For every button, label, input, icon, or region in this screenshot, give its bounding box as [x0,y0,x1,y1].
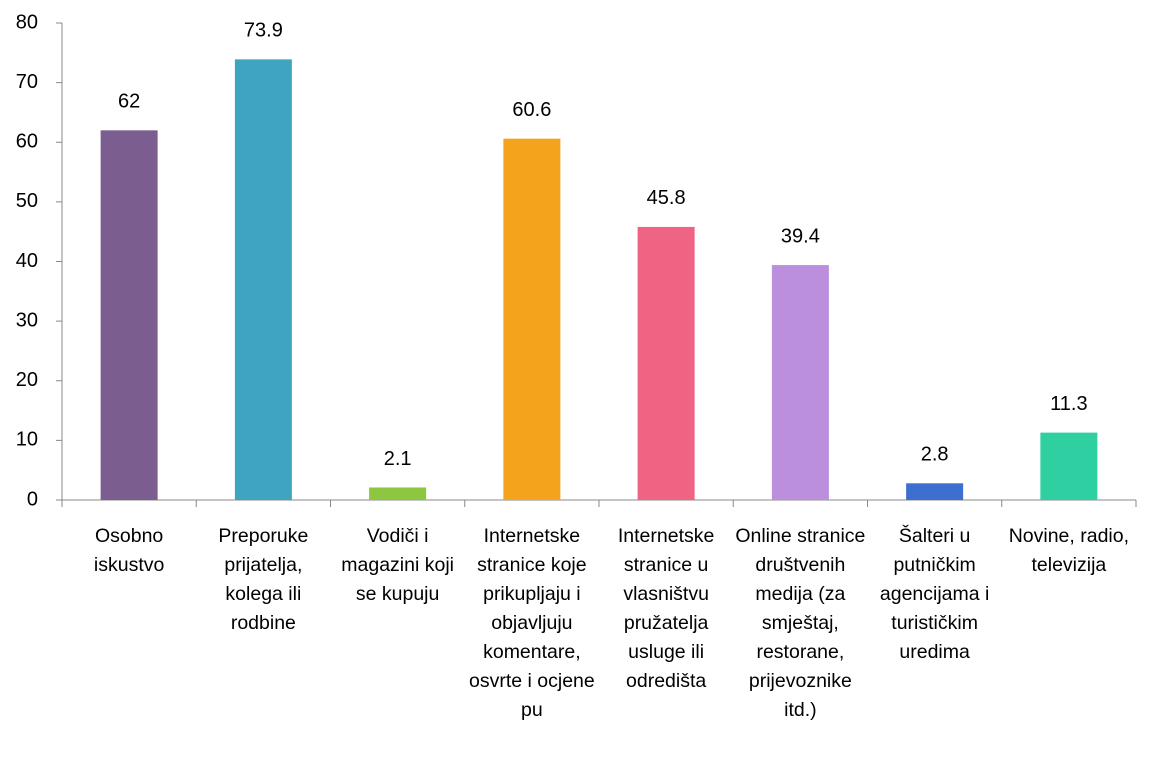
bar [637,226,695,501]
x-tick-label: Online stranice društvenih medija (za sm… [735,525,866,721]
data-label: 62 [118,91,140,113]
bar [100,130,158,500]
y-tick-label: 20 [16,369,38,391]
y-tick-label: 50 [16,190,38,212]
y-tick-label: 10 [16,429,38,451]
data-label: 45.8 [647,187,686,209]
bar [369,487,427,500]
data-label: 2.1 [384,448,412,470]
bar [234,59,292,501]
x-tick-label: Osobno iskustvo [93,525,165,576]
y-tick-label: 80 [16,11,38,33]
x-tick-label: Šalteri u putničkim agencijama i turisti… [879,525,990,663]
y-tick-label: 70 [16,71,38,93]
bar [771,265,829,500]
x-tick-label: Preporuke prijatelja, kolega ili rodbine [218,525,309,634]
y-tick-label: 60 [16,131,38,153]
y-tick-label: 0 [27,488,38,510]
data-label: 73.9 [244,20,283,42]
data-label: 39.4 [781,225,820,247]
data-label: 2.8 [921,444,949,466]
bar [1040,432,1098,500]
y-tick-label: 30 [16,309,38,331]
x-tick-label: Internetske stranice u vlasništvu pružat… [617,525,715,692]
y-tick-label: 40 [16,250,38,272]
data-label: 11.3 [1050,393,1087,415]
x-tick-label: Vodiči i magazini koji se kupuju [341,525,454,605]
data-label: 60.6 [512,99,551,121]
x-tick-label: Internetske stranice koje prikupljaju i … [469,525,595,721]
x-tick-label: Novine, radio, televizija [1008,525,1130,576]
bar [503,138,561,501]
bar [906,483,964,500]
